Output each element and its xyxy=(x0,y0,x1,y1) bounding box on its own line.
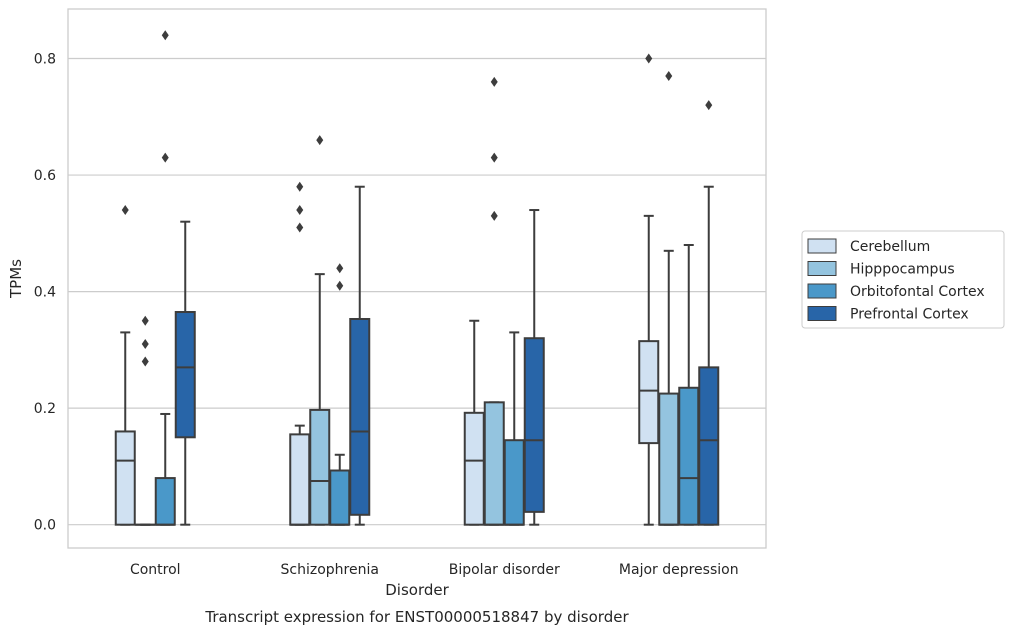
box-prefrontal-cortex xyxy=(349,185,371,526)
box-cerebellum xyxy=(463,319,485,526)
box-iqr xyxy=(638,340,660,445)
box-orbitofontal-cortex xyxy=(154,30,176,526)
legend-swatch xyxy=(807,261,837,276)
box-iqr xyxy=(463,411,485,526)
outlier-point xyxy=(490,76,498,87)
box-prefrontal-cortex xyxy=(523,209,545,526)
box-iqr xyxy=(523,337,545,513)
y-tick-label: 0.8 xyxy=(34,52,56,68)
legend-label: Cerebellum xyxy=(850,239,930,255)
outlier-point xyxy=(490,210,498,221)
box-iqr xyxy=(329,469,351,526)
y-tick-label: 0.4 xyxy=(34,285,56,301)
outlier-point xyxy=(645,53,653,64)
box-hipppocampus xyxy=(134,315,156,526)
box-prefrontal-cortex xyxy=(174,220,196,526)
outlier-point xyxy=(161,30,169,41)
outlier-point xyxy=(665,71,673,82)
outlier-point xyxy=(336,263,344,274)
box-orbitofontal-cortex xyxy=(678,243,700,526)
box-iqr xyxy=(698,366,720,526)
legend: Cerebellum Hipppocampus Orbitofontal Corte… xyxy=(801,230,1005,329)
outlier-point xyxy=(490,152,498,163)
y-tick-label: 0.6 xyxy=(34,168,56,184)
box-cerebellum xyxy=(114,205,136,526)
box-iqr xyxy=(678,386,700,526)
box-iqr xyxy=(174,311,196,439)
box-cerebellum xyxy=(638,53,660,526)
outlier-point xyxy=(336,280,344,291)
legend-swatch xyxy=(807,283,837,299)
x-tick-label: Major depression xyxy=(619,562,739,578)
box-layer xyxy=(114,30,720,526)
outlier-point xyxy=(296,205,304,216)
outlier-point xyxy=(121,205,129,216)
box-hipppocampus xyxy=(309,135,331,526)
outlier-point xyxy=(316,135,324,146)
box-iqr xyxy=(309,408,331,526)
box-iqr xyxy=(154,477,176,526)
outlier-point xyxy=(705,100,713,111)
outlier-point xyxy=(141,339,149,350)
legend-label: Orbitofontal Cortex xyxy=(850,284,985,300)
tick-layer: 0.0 0.2 0.4 0.6 0.8 Control Schizophrenia Bipol… xyxy=(34,52,739,578)
box-iqr xyxy=(483,401,505,526)
box-hipppocampus xyxy=(658,71,680,526)
box-orbitofontal-cortex xyxy=(329,263,351,526)
legend-label: Prefrontal Cortex xyxy=(850,307,969,323)
box-hipppocampus xyxy=(483,76,505,526)
x-tick-label: Schizophrenia xyxy=(281,562,379,578)
box-iqr xyxy=(503,439,525,526)
legend-frame xyxy=(801,230,1005,329)
box-cerebellum xyxy=(289,181,311,526)
box-iqr xyxy=(114,430,136,526)
outlier-point xyxy=(141,315,149,326)
figure-caption: Transcript expression for ENST0000051884… xyxy=(204,608,629,626)
outlier-point xyxy=(296,222,304,233)
x-tick-label: Bipolar disorder xyxy=(449,562,560,578)
y-axis-label: TPMs xyxy=(7,259,25,299)
box-iqr xyxy=(658,392,680,526)
box-iqr xyxy=(289,433,311,526)
outlier-point xyxy=(296,181,304,192)
y-tick-label: 0.0 xyxy=(34,518,56,534)
plot-frame xyxy=(67,8,767,549)
y-tick-label: 0.2 xyxy=(34,401,56,417)
x-axis-label: Disorder xyxy=(385,581,449,599)
legend-label: Hipppocampus xyxy=(850,262,955,278)
legend-swatch xyxy=(807,238,837,254)
outlier-point xyxy=(161,152,169,163)
outlier-point xyxy=(141,356,149,367)
legend-swatch xyxy=(807,306,837,321)
x-tick-label: Control xyxy=(130,562,181,578)
box-iqr xyxy=(349,317,371,516)
box-prefrontal-cortex xyxy=(698,100,720,526)
box-orbitofontal-cortex xyxy=(503,331,525,526)
